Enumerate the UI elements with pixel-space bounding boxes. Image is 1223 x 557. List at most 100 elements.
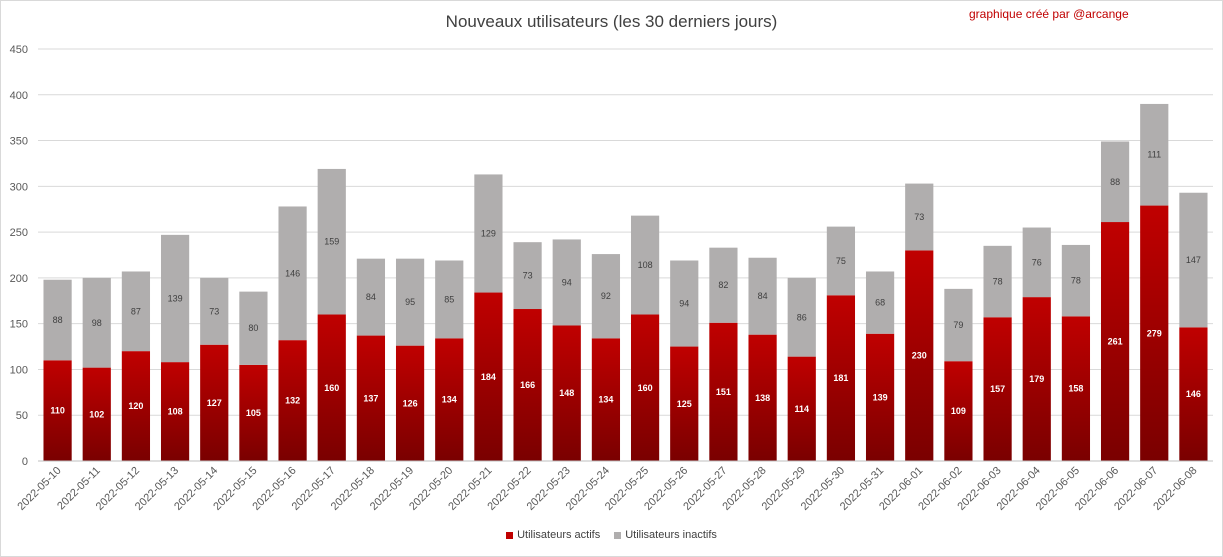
bar-inactive (1061, 244, 1091, 317)
data-label-inactive: 80 (248, 323, 258, 333)
bar-inactive (239, 291, 268, 365)
data-label-inactive: 86 (797, 312, 807, 322)
bar-inactive (160, 234, 190, 363)
bar-active (983, 317, 1012, 461)
bar-inactive (200, 277, 229, 345)
bar-inactive (591, 254, 621, 339)
bar-inactive (826, 226, 856, 296)
data-label-active: 105 (246, 408, 261, 418)
data-label-inactive: 79 (953, 320, 963, 330)
bar-inactive (121, 271, 151, 352)
data-label-active: 179 (1029, 374, 1044, 384)
bar-active (826, 295, 856, 461)
data-label-inactive: 85 (444, 294, 454, 304)
bar-active (513, 309, 542, 461)
bar-active (82, 367, 111, 461)
data-label-inactive: 73 (209, 306, 219, 316)
bar-active (474, 292, 503, 461)
bar-inactive (356, 258, 386, 336)
bar-active (1061, 316, 1091, 461)
data-label-inactive: 94 (679, 299, 689, 309)
data-label-active: 148 (559, 388, 574, 398)
data-label-active: 157 (990, 384, 1005, 394)
data-label-inactive: 68 (875, 298, 885, 308)
data-label-inactive: 84 (758, 291, 768, 301)
y-tick-label: 450 (10, 44, 28, 56)
bar-inactive (670, 260, 699, 347)
data-label-active: 110 (50, 406, 65, 416)
data-label-active: 139 (873, 392, 888, 402)
bar-active (748, 334, 777, 461)
bar-active (630, 314, 660, 461)
bar-inactive (1179, 192, 1208, 328)
bar-inactive (944, 288, 973, 362)
bar-inactive (787, 277, 816, 357)
data-label-active: 126 (403, 398, 418, 408)
bar-active (200, 344, 229, 461)
data-label-inactive: 73 (523, 271, 533, 281)
y-tick-label: 400 (10, 90, 28, 102)
data-label-active: 151 (716, 387, 731, 397)
data-label-active: 120 (128, 401, 143, 411)
data-label-active: 102 (89, 409, 104, 419)
bar-inactive (82, 277, 111, 368)
legend-label-active: Utilisateurs actifs (517, 529, 601, 541)
y-tick-label: 200 (10, 273, 28, 285)
data-label-inactive: 108 (638, 260, 653, 270)
data-label-inactive: 146 (285, 268, 300, 278)
y-tick-label: 300 (10, 181, 28, 193)
bar-active (787, 356, 816, 461)
data-label-inactive: 98 (92, 318, 102, 328)
data-label-inactive: 159 (324, 237, 339, 247)
legend-item-active: Utilisateurs actifs (506, 529, 600, 541)
y-tick-label: 50 (16, 410, 28, 422)
data-label-inactive: 76 (1032, 257, 1042, 267)
bar-inactive (630, 215, 660, 315)
data-label-inactive: 78 (1071, 276, 1081, 286)
bar-active (239, 364, 268, 461)
data-label-active: 146 (1186, 389, 1201, 399)
bar-inactive (1100, 141, 1130, 223)
bar-inactive (709, 247, 738, 323)
data-label-active: 230 (912, 351, 927, 361)
bar-inactive (748, 257, 777, 335)
data-label-active: 132 (285, 396, 300, 406)
bar-inactive (905, 183, 934, 251)
bar-active (944, 361, 973, 461)
bar-active (1179, 327, 1208, 461)
legend-swatch-active (506, 531, 514, 539)
data-label-inactive: 88 (1110, 177, 1120, 187)
bar-active (395, 345, 425, 461)
y-tick-label: 100 (10, 364, 28, 376)
bar-inactive (278, 206, 307, 341)
bar-active (43, 360, 72, 461)
data-label-inactive: 78 (993, 277, 1003, 287)
data-label-active: 114 (794, 404, 809, 414)
bar-inactive (1140, 103, 1169, 206)
bar-inactive (395, 258, 425, 346)
bar-active (317, 314, 346, 461)
data-label-active: 125 (677, 399, 692, 409)
bar-inactive (865, 271, 895, 334)
data-label-active: 184 (481, 372, 496, 382)
bar-active (591, 338, 621, 461)
y-tick-label: 250 (10, 227, 28, 239)
data-label-active: 127 (207, 398, 222, 408)
data-label-inactive: 87 (131, 306, 141, 316)
legend-item-inactive: Utilisateurs inactifs (614, 529, 717, 541)
bar-inactive (317, 168, 346, 315)
bar-active (709, 322, 738, 461)
data-label-active: 160 (324, 383, 339, 393)
bar-inactive (435, 260, 464, 339)
data-label-active: 166 (520, 380, 535, 390)
data-label-inactive: 111 (1147, 150, 1161, 160)
bar-active (160, 362, 190, 461)
data-label-inactive: 82 (718, 280, 728, 290)
data-label-inactive: 84 (366, 292, 376, 302)
legend-label-inactive: Utilisateurs inactifs (625, 529, 717, 541)
data-label-active: 134 (442, 395, 457, 405)
y-tick-label: 0 (22, 456, 28, 468)
y-tick-label: 150 (10, 319, 28, 331)
data-label-inactive: 139 (168, 293, 183, 303)
bar-active (278, 340, 307, 461)
